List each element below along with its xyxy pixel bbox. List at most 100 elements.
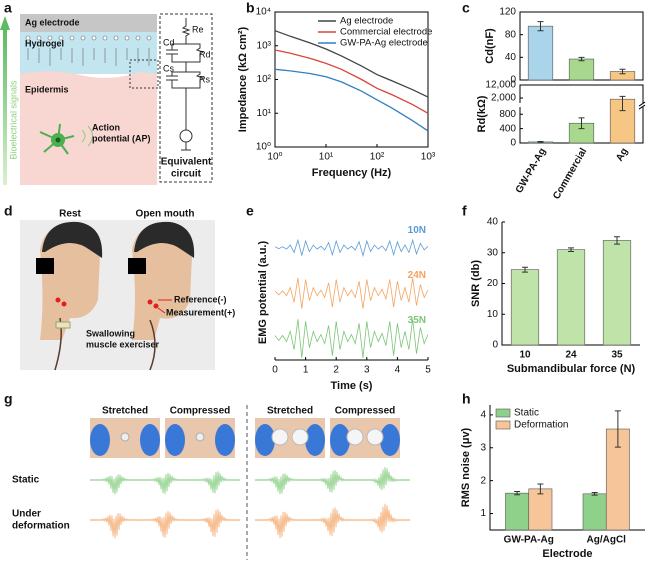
x-tick-label: 5 (425, 365, 431, 376)
bar (556, 249, 586, 346)
ion (25, 35, 31, 41)
ion (102, 35, 108, 41)
legend-label: GW-PA-Ag electrode (340, 38, 428, 49)
error-bar (537, 21, 544, 32)
electrode-dot (153, 303, 159, 309)
legend-label: Commercial electrode (340, 27, 432, 38)
y-tick-label: 10¹ (257, 108, 272, 119)
legend-swatch (495, 420, 511, 430)
x-tick-label: Ag (614, 146, 630, 163)
glove (90, 424, 110, 456)
y-tick-label: 80 (505, 29, 517, 40)
ion (124, 35, 130, 41)
electrode (271, 428, 289, 446)
error-bar (514, 491, 521, 496)
bar (582, 493, 607, 531)
error-bar (619, 95, 626, 112)
signal (274, 319, 429, 358)
x-tick-label: Commercial (551, 146, 589, 201)
signal (274, 238, 429, 258)
glove (215, 424, 235, 456)
electrode (366, 428, 384, 446)
y-tick-label: 40 (487, 217, 499, 228)
ground (181, 142, 191, 151)
photos (90, 418, 400, 458)
eye-mask (128, 258, 146, 274)
epidermis-label: Epidermis (25, 84, 69, 94)
trace (254, 467, 411, 495)
panel-label: c (462, 0, 470, 16)
electrode (195, 432, 205, 442)
panel-label: a (4, 0, 12, 16)
bar (505, 492, 530, 531)
trace (89, 471, 241, 495)
y-axis-label: Rd(kΩ) (476, 95, 488, 132)
ion (135, 35, 141, 41)
circuit-title: circuit (171, 169, 202, 180)
y-tick-label: 4 (480, 410, 486, 421)
x-axis-label: Time (s) (331, 380, 373, 392)
y-tick-label: 10³ (257, 40, 272, 51)
y-tick-label: 10⁴ (256, 7, 271, 18)
error-bar (568, 247, 574, 253)
electrode-dot (55, 297, 61, 303)
x-tick-label: 10³ (421, 152, 436, 163)
hair (42, 221, 103, 258)
legend-label: Static (514, 408, 539, 419)
glove (330, 424, 350, 456)
circuit-label: Cd (163, 37, 175, 47)
exerciser (55, 321, 71, 329)
error-bar (578, 56, 585, 62)
x-axis-label: Submandibular force (N) (507, 363, 636, 375)
electrode-layer (20, 14, 157, 32)
ap-label: potential (AP) (92, 133, 151, 143)
error-bar (522, 266, 528, 273)
y-axis-label: Impedance (kΩ cm²) (237, 26, 249, 132)
y-tick-label: 10⁰ (256, 142, 271, 153)
series-label: 24N (408, 270, 426, 281)
panel-label: f (462, 203, 467, 219)
eye-mask (36, 258, 54, 274)
neuron (39, 123, 75, 155)
line (274, 30, 429, 98)
photo-g: Stretched Compressed Stretched Compresse… (12, 405, 411, 560)
y-tick-label: 1 (480, 508, 486, 519)
photo-label: Compressed (335, 406, 396, 417)
panel-label: d (4, 203, 13, 219)
x-axis-label: Electrode (542, 548, 592, 560)
reference-label: Reference(-) (174, 294, 227, 304)
head (40, 223, 100, 340)
signal-arrow-head (0, 16, 10, 30)
legend-label: Ag electrode (340, 16, 393, 27)
x-tick-label: 10¹ (319, 152, 334, 163)
ion (146, 35, 152, 41)
bar (527, 25, 554, 81)
x-tick-label: 3 (364, 365, 370, 376)
ion (80, 35, 86, 41)
traces (89, 467, 411, 539)
error-bar (614, 410, 621, 448)
circuit-title: Equivalent (161, 157, 212, 168)
y-axis-label: Cd(nF) (484, 28, 496, 64)
bar (568, 58, 595, 81)
legend-swatch (495, 408, 511, 418)
y-tick-label: 20 (487, 278, 499, 289)
hydrogel-label: Hydrogel (25, 38, 64, 48)
ion (58, 35, 64, 41)
electrode-dot (147, 299, 153, 305)
axis-break-mark (638, 101, 646, 110)
panel-label: g (4, 391, 13, 407)
signal-label: Bioelectrical signals (8, 80, 18, 160)
x-tick-label: 10⁰ (267, 152, 282, 163)
x-tick-label: 10 (519, 350, 531, 361)
photo-label: Compressed (170, 406, 231, 417)
y-axis-label: SNR (db) (470, 260, 482, 307)
axis-break (518, 103, 522, 108)
hair (134, 221, 195, 258)
trace (89, 509, 241, 539)
head (132, 223, 192, 340)
trace (254, 503, 411, 539)
diagram: Bioelectrical signals Ag electrode Hydro… (0, 13, 213, 185)
row-label: Static (12, 475, 40, 486)
